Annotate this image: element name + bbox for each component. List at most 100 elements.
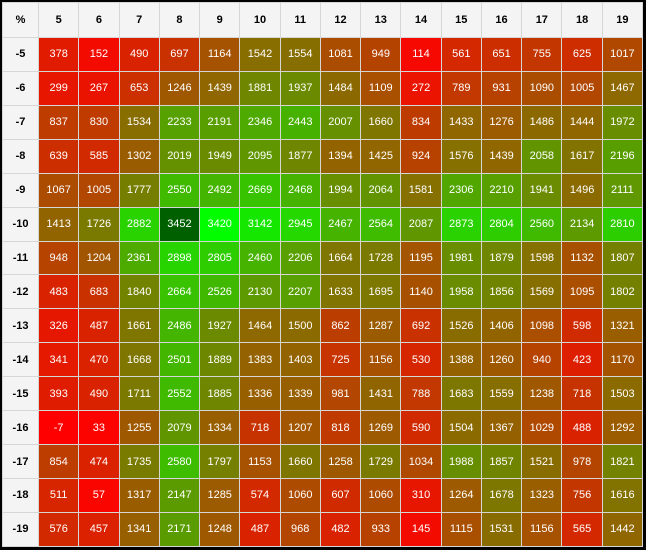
- heatmap-cell: 1321: [601, 308, 644, 344]
- heatmap-cell: 968: [279, 511, 321, 548]
- heatmap-cell: 2306: [440, 172, 482, 208]
- heatmap-cell: 2873: [440, 206, 482, 242]
- heatmap-cell: 1879: [480, 240, 523, 276]
- column-header: 7: [118, 2, 160, 38]
- heatmap-cell: 683: [78, 274, 120, 310]
- row-header: -19: [2, 511, 39, 548]
- heatmap-cell: 651: [480, 37, 523, 72]
- heatmap-cell: 1095: [561, 274, 603, 310]
- heatmap-body: -5 378 152 490 697 1164 1542 1554 1081 949 114 561 6…: [2, 37, 644, 548]
- heatmap-cell: 837: [37, 104, 80, 140]
- heatmap-cell: 1403: [279, 342, 321, 378]
- heatmap-cell: 57: [78, 477, 120, 513]
- heatmap-cell: 2019: [158, 138, 201, 174]
- heatmap-cell: 1661: [118, 308, 160, 344]
- heatmap-cell: 1431: [360, 376, 402, 412]
- heatmap-cell: 1877: [279, 138, 321, 174]
- heatmap-cell: 1285: [199, 477, 241, 513]
- column-header: 12: [319, 2, 362, 38]
- heatmap-cell: 1005: [78, 172, 120, 208]
- heatmap-cell: 2130: [239, 274, 281, 310]
- row-header: -12: [2, 274, 39, 310]
- heatmap-cell: 2810: [601, 206, 644, 242]
- column-header: 17: [521, 2, 563, 38]
- heatmap-cell: 1726: [78, 206, 120, 242]
- column-header: 15: [440, 2, 482, 38]
- heatmap-cell: 1542: [239, 37, 281, 72]
- heatmap-cell: 639: [37, 138, 80, 174]
- heatmap-cell: 1554: [279, 37, 321, 72]
- heatmap-cell: 1292: [601, 410, 644, 446]
- heatmap-cell: 3420: [199, 206, 241, 242]
- heatmap-row: -18 511 57 1317 2147 1285 574 1060 607 1060 310 126…: [2, 477, 644, 513]
- heatmap-cell: 1204: [78, 240, 120, 276]
- heatmap-cell: 1711: [118, 376, 160, 412]
- heatmap-row: -13 326 487 1661 2486 1927 1464 1500 862 1287 692 1…: [2, 308, 644, 344]
- heatmap-row: -5 378 152 490 697 1164 1542 1554 1081 949 114 561 6…: [2, 37, 644, 72]
- heatmap-cell: 1988: [440, 444, 482, 479]
- heatmap-cell: 152: [78, 37, 120, 72]
- heatmap-cell: 490: [78, 376, 120, 412]
- heatmap-cell: 1534: [118, 104, 160, 140]
- heatmap-cell: 1156: [360, 342, 402, 378]
- heatmap-cell: 1598: [521, 240, 563, 276]
- heatmap-cell: 1433: [440, 104, 482, 140]
- heatmap-cell: 1394: [319, 138, 362, 174]
- heatmap-cell: 725: [319, 342, 362, 378]
- heatmap-cell: 561: [440, 37, 482, 72]
- heatmap-cell: 2361: [118, 240, 160, 276]
- heatmap-cell: 1464: [239, 308, 281, 344]
- heatmap-cell: 1442: [601, 511, 644, 548]
- heatmap-cell: 1140: [400, 274, 442, 310]
- heatmap-cell: 272: [400, 70, 442, 106]
- heatmap-cell: 1367: [480, 410, 523, 446]
- heatmap-row: -10 1413 1726 2882 3452 3420 3142 2945 2467 2564 2…: [2, 206, 644, 242]
- heatmap-row: -8 639 585 1302 2019 1949 2095 1877 1394 1425 924 1…: [2, 138, 644, 174]
- heatmap-cell: 924: [400, 138, 442, 174]
- heatmap-cell: 1660: [360, 104, 402, 140]
- heatmap-cell: 1496: [561, 172, 603, 208]
- column-header: 19: [601, 2, 644, 38]
- heatmap-cell: 1017: [601, 37, 644, 72]
- heatmap-cell: 1246: [158, 70, 201, 106]
- heatmap-cell: 2346: [239, 104, 281, 140]
- heatmap-cell: 1802: [601, 274, 644, 310]
- heatmap-cell: 1981: [440, 240, 482, 276]
- heatmap-cell: 1287: [360, 308, 402, 344]
- heatmap-cell: 1467: [601, 70, 644, 106]
- heatmap-cell: 1255: [118, 410, 160, 446]
- heatmap-row: -9 1067 1005 1777 2550 2492 2669 2468 1994 2064 15…: [2, 172, 644, 208]
- heatmap-cell: 1937: [279, 70, 321, 106]
- heatmap-cell: 1195: [400, 240, 442, 276]
- heatmap-cell: 1067: [37, 172, 80, 208]
- heatmap-row: -7 837 830 1534 2233 2191 2346 2443 2007 1660 834 1…: [2, 104, 644, 140]
- heatmap-cell: 1109: [360, 70, 402, 106]
- heatmap-cell: 931: [480, 70, 523, 106]
- heatmap-cell: 854: [37, 444, 80, 479]
- heatmap-cell: 1260: [480, 342, 523, 378]
- heatmap-cell: 2664: [158, 274, 201, 310]
- heatmap-cell: 2564: [360, 206, 402, 242]
- heatmap-cell: 2210: [480, 172, 523, 208]
- column-header: 5: [37, 2, 80, 38]
- heatmap-cell: 487: [78, 308, 120, 344]
- heatmap-cell: 470: [78, 342, 120, 378]
- heatmap-cell: 574: [239, 477, 281, 513]
- row-header: -5: [2, 37, 39, 72]
- heatmap-cell: 2087: [400, 206, 442, 242]
- heatmap-cell: 1248: [199, 511, 241, 548]
- heatmap-cell: 530: [400, 342, 442, 378]
- heatmap-cell: 1238: [521, 376, 563, 412]
- heatmap-cell: 1972: [601, 104, 644, 140]
- heatmap-cell: 2501: [158, 342, 201, 378]
- heatmap-cell: 2058: [521, 138, 563, 174]
- heatmap-cell: 718: [561, 376, 603, 412]
- heatmap-cell: 310: [400, 477, 442, 513]
- heatmap-cell: 423: [561, 342, 603, 378]
- row-header: -14: [2, 342, 39, 378]
- heatmap-cell: 1170: [601, 342, 644, 378]
- heatmap-cell: 1406: [480, 308, 523, 344]
- heatmap-cell: 1269: [360, 410, 402, 446]
- heatmap-cell: 1617: [561, 138, 603, 174]
- heatmap-cell: 145: [400, 511, 442, 548]
